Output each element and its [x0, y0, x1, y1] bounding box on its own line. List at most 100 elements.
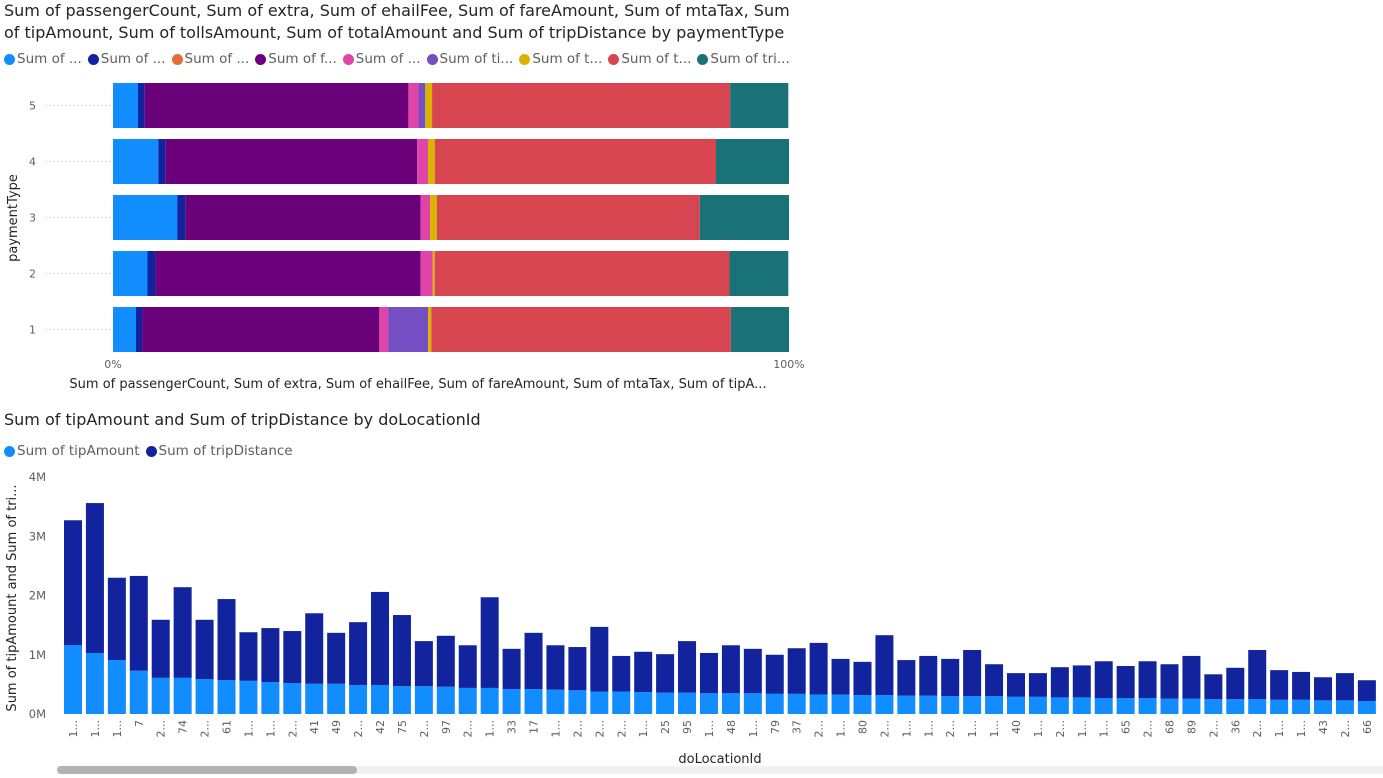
y-tick-label: 3 — [29, 212, 36, 225]
x-tick-label: 1... — [835, 720, 848, 738]
bar-tripDistance — [897, 660, 916, 696]
legend-marker-icon — [426, 53, 438, 65]
legend-item[interactable]: Sum of tri... — [697, 51, 790, 67]
x-tick-label: 95 — [681, 720, 694, 734]
x-tick-label: 1... — [67, 720, 80, 738]
bar-tipAmount — [963, 696, 982, 714]
bar-segment — [408, 83, 419, 128]
bar-tripDistance — [919, 655, 938, 696]
x-tick-label: 1... — [988, 720, 1001, 738]
legend-item[interactable]: Sum of t... — [519, 51, 602, 67]
bar-tripDistance — [1182, 655, 1201, 699]
x-tick-label: 97 — [440, 720, 453, 734]
legend-item[interactable]: Sum of ... — [171, 51, 250, 67]
legend-marker-icon — [342, 53, 354, 65]
scrollbar-thumb[interactable] — [57, 766, 357, 774]
top-chart-legend: Sum of ... Sum of ... Sum of ... Sum of f..… — [4, 51, 790, 67]
bar-segment — [699, 195, 789, 240]
x-tick-label: 1... — [900, 720, 913, 738]
y-tick-label: 5 — [29, 100, 36, 113]
legend-label: Sum of f... — [268, 51, 337, 67]
bar-segment — [730, 83, 789, 128]
x-tick-label: 1... — [89, 720, 102, 738]
bar-tripDistance — [985, 664, 1004, 697]
y-tick-label: 4M — [29, 470, 46, 484]
bar-segment — [420, 251, 433, 296]
bar-tripDistance — [217, 599, 236, 681]
x-tick-label: 1... — [1295, 720, 1308, 738]
legend-item[interactable]: Sum of ... — [87, 51, 166, 67]
legend-item[interactable]: Sum of ... — [342, 51, 421, 67]
x-tick-label: 43 — [1317, 720, 1330, 734]
legend-item[interactable]: Sum of ... — [4, 51, 82, 67]
x-tick-label: 7 — [133, 720, 146, 727]
bar-tripDistance — [656, 654, 675, 693]
legend-label: Sum of tripDistance — [158, 443, 293, 459]
bar-tipAmount — [1292, 699, 1311, 714]
legend-label: Sum of t... — [532, 51, 603, 67]
bar-tipAmount — [64, 645, 82, 714]
bar-tipAmount — [1072, 697, 1091, 714]
y-tick-label: 2M — [29, 589, 46, 603]
legend-marker-icon — [4, 445, 15, 457]
bar-segment — [729, 251, 789, 296]
bar-tipAmount — [1028, 696, 1047, 714]
legend-item[interactable]: Sum of tripDistance — [145, 443, 293, 459]
bar-segment — [113, 83, 139, 128]
bar-tripDistance — [1204, 674, 1223, 700]
legend-item[interactable]: Sum of t... — [608, 51, 691, 67]
bar-segment — [431, 307, 731, 352]
bar-tipAmount — [1357, 700, 1376, 714]
x-tick-label: 2... — [1142, 720, 1155, 738]
bar-tripDistance — [831, 658, 850, 695]
bar-tipAmount — [787, 693, 806, 714]
y-tick-label: 4 — [29, 156, 36, 169]
legend-marker-icon — [4, 53, 15, 65]
bar-tipAmount — [831, 694, 850, 714]
bar-tipAmount — [1335, 700, 1354, 714]
legend-label: Sum of ... — [100, 51, 166, 67]
y-tick-label: 0M — [29, 707, 46, 721]
bar-segment — [434, 139, 716, 184]
bar-segment — [418, 83, 426, 128]
x-axis-title: doLocationId — [678, 752, 761, 767]
legend-item[interactable]: Sum of ti... — [426, 51, 513, 67]
x-tick-label: 42 — [374, 720, 387, 734]
bar-tipAmount — [590, 691, 609, 714]
legend-item[interactable]: Sum of f... — [255, 51, 337, 67]
bar-tripDistance — [480, 597, 499, 688]
bar-tripDistance — [107, 577, 126, 661]
legend-item[interactable]: Sum of tipAmount — [4, 443, 140, 459]
bar-tipAmount — [985, 696, 1004, 714]
bar-segment — [113, 139, 159, 184]
bar-tipAmount — [85, 652, 104, 714]
bar-segment — [428, 307, 432, 352]
bar-tipAmount — [458, 687, 477, 714]
x-tick-label: 2... — [1251, 720, 1264, 738]
horizontal-scrollbar[interactable] — [57, 766, 1383, 774]
bar-tripDistance — [1314, 677, 1333, 701]
x-tick-label: 2... — [155, 720, 168, 738]
bar-tripDistance — [1138, 661, 1157, 699]
bar-tripDistance — [349, 622, 368, 685]
bar-segment — [730, 307, 789, 352]
bar-segment — [177, 195, 186, 240]
bar-tripDistance — [151, 619, 170, 678]
x-tick-label: 17 — [528, 720, 541, 734]
bar-tripDistance — [1160, 664, 1179, 699]
bar-tripDistance — [1226, 667, 1245, 700]
bar-tipAmount — [612, 691, 631, 714]
bar-tipAmount — [195, 679, 214, 714]
bar-tipAmount — [919, 695, 938, 714]
bar-tripDistance — [699, 652, 718, 694]
bar-tipAmount — [1160, 698, 1179, 714]
legend-label: Sum of ... — [184, 51, 250, 67]
legend-marker-icon — [519, 53, 531, 65]
bar-tripDistance — [809, 642, 828, 695]
bar-tipAmount — [656, 692, 675, 714]
x-tick-label: 1... — [111, 720, 124, 738]
x-tick-label: 89 — [1185, 720, 1198, 734]
bar-tripDistance — [283, 631, 302, 684]
y-tick-label: 2 — [29, 268, 36, 281]
